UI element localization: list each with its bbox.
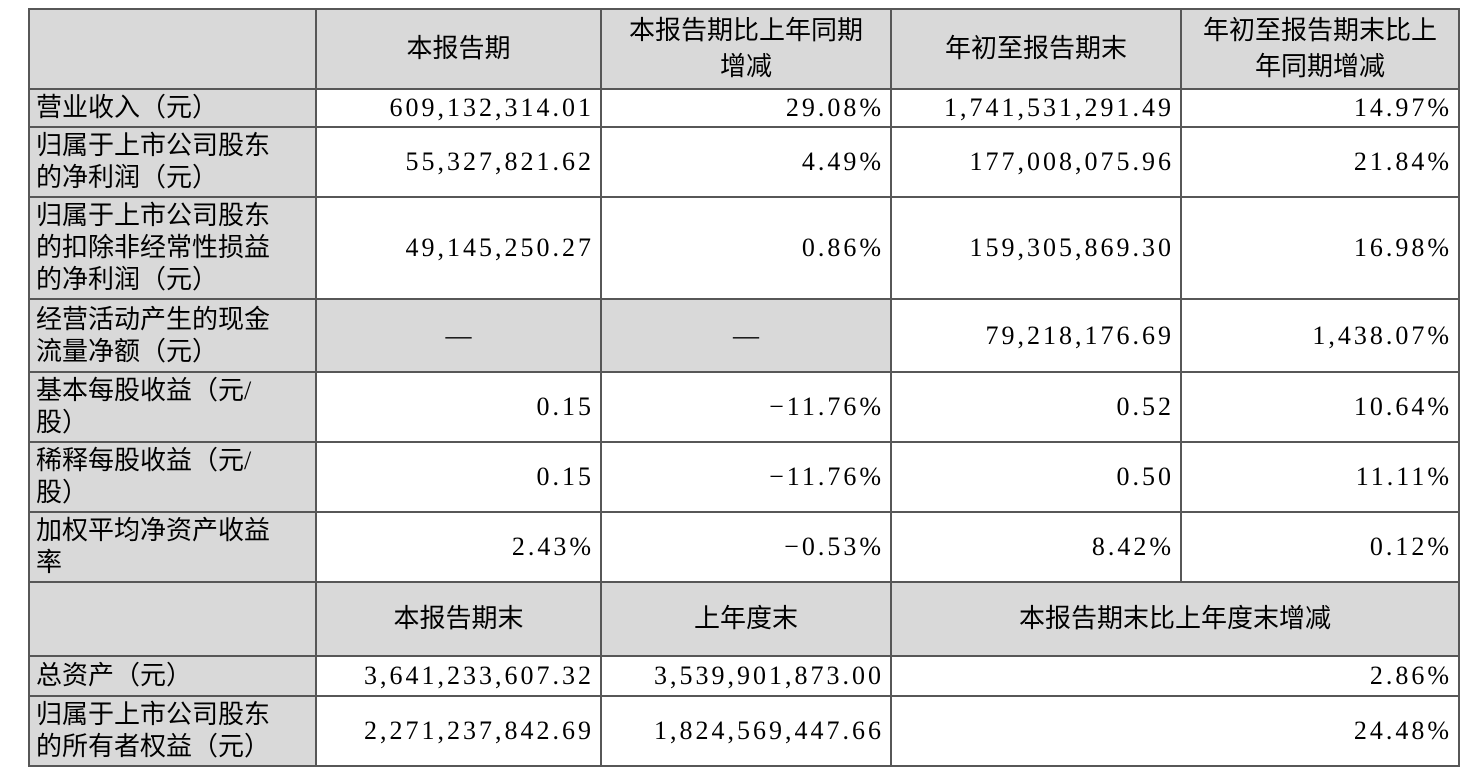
value-cell: 0.50 — [890, 441, 1182, 513]
section2-header-row: 本报告期末 上年度末 本报告期末比上年度末增减 — [28, 581, 1460, 657]
value-cell: 0.15 — [315, 371, 602, 443]
value-cell: 55,327,821.62 — [315, 126, 602, 198]
col-header-ytd-vs-prior: 年初至报告期末比上 年同期增减 — [1180, 8, 1460, 90]
metric-label: 归属于上市公司股东 的所有者权益（元） — [28, 695, 317, 767]
table-row-equity-attributable: 归属于上市公司股东 的所有者权益（元） 2,271,237,842.69 1,8… — [28, 695, 1460, 767]
table-row-diluted-eps: 稀释每股收益（元/ 股） 0.15 −11.76% 0.50 11.11% — [28, 441, 1460, 513]
table-row-basic-eps: 基本每股收益（元/ 股） 0.15 −11.76% 0.52 10.64% — [28, 371, 1460, 443]
value-cell: 11.11% — [1180, 441, 1460, 513]
metric-label: 稀释每股收益（元/ 股） — [28, 441, 317, 513]
value-cell: 159,305,869.30 — [890, 196, 1182, 300]
value-cell: 49,145,250.27 — [315, 196, 602, 300]
value-cell: 0.86% — [600, 196, 892, 300]
value-cell: 0.52 — [890, 371, 1182, 443]
col-header-current-vs-prior: 本报告期比上年同期 增减 — [600, 8, 892, 90]
value-cell: 14.97% — [1180, 88, 1460, 128]
col-header-period-end-vs-prior-year-end: 本报告期末比上年度末增减 — [890, 581, 1460, 657]
metric-label: 经营活动产生的现金 流量净额（元） — [28, 298, 317, 373]
value-cell: 609,132,314.01 — [315, 88, 602, 128]
value-cell: 1,824,569,447.66 — [600, 695, 892, 767]
metric-label: 总资产（元） — [28, 655, 317, 697]
metric-label: 归属于上市公司股东 的扣除非经常性损益 的净利润（元） — [28, 196, 317, 300]
col-header-current-period: 本报告期 — [315, 8, 602, 90]
metric-label: 归属于上市公司股东 的净利润（元） — [28, 126, 317, 198]
value-cell: 2,271,237,842.69 — [315, 695, 602, 767]
value-cell: 21.84% — [1180, 126, 1460, 198]
value-cell: 8.42% — [890, 511, 1182, 583]
value-cell: −11.76% — [600, 441, 892, 513]
table-row-weighted-avg-roe: 加权平均净资产收益 率 2.43% −0.53% 8.42% 0.12% — [28, 511, 1460, 583]
table-row-revenue: 营业收入（元） 609,132,314.01 29.08% 1,741,531,… — [28, 88, 1460, 128]
metric-label: 加权平均净资产收益 率 — [28, 511, 317, 583]
value-cell: 1,438.07% — [1180, 298, 1460, 373]
corner-cell — [28, 8, 317, 90]
value-cell: −0.53% — [600, 511, 892, 583]
value-cell: 0.15 — [315, 441, 602, 513]
value-cell: 2.43% — [315, 511, 602, 583]
financial-summary-table: 本报告期 本报告期比上年同期 增减 年初至报告期末 年初至报告期末比上 年同期增… — [28, 8, 1460, 767]
table-row-total-assets: 总资产（元） 3,641,233,607.32 3,539,901,873.00… — [28, 655, 1460, 697]
value-cell: 1,741,531,291.49 — [890, 88, 1182, 128]
col-header-prior-year-end: 上年度末 — [600, 581, 892, 657]
table-row-net-profit-excl-nonrecurring: 归属于上市公司股东 的扣除非经常性损益 的净利润（元） 49,145,250.2… — [28, 196, 1460, 300]
value-cell: −11.76% — [600, 371, 892, 443]
value-cell: 4.49% — [600, 126, 892, 198]
value-cell: 79,218,176.69 — [890, 298, 1182, 373]
metric-label: 营业收入（元） — [28, 88, 317, 128]
value-cell: 3,539,901,873.00 — [600, 655, 892, 697]
na-cell: — — [600, 298, 892, 373]
value-cell: 0.12% — [1180, 511, 1460, 583]
col-header-period-end: 本报告期末 — [315, 581, 602, 657]
col-header-ytd: 年初至报告期末 — [890, 8, 1182, 90]
value-cell: 3,641,233,607.32 — [315, 655, 602, 697]
table-row-net-profit: 归属于上市公司股东 的净利润（元） 55,327,821.62 4.49% 17… — [28, 126, 1460, 198]
value-cell: 29.08% — [600, 88, 892, 128]
value-cell: 177,008,075.96 — [890, 126, 1182, 198]
value-cell: 24.48% — [890, 695, 1460, 767]
value-cell: 10.64% — [1180, 371, 1460, 443]
value-cell: 16.98% — [1180, 196, 1460, 300]
section1-header-row: 本报告期 本报告期比上年同期 增减 年初至报告期末 年初至报告期末比上 年同期增… — [28, 8, 1460, 90]
value-cell: 2.86% — [890, 655, 1460, 697]
metric-label: 基本每股收益（元/ 股） — [28, 371, 317, 443]
na-cell: — — [315, 298, 602, 373]
corner-cell — [28, 581, 317, 657]
table-row-operating-cash-flow: 经营活动产生的现金 流量净额（元） — — 79,218,176.69 1,43… — [28, 298, 1460, 373]
